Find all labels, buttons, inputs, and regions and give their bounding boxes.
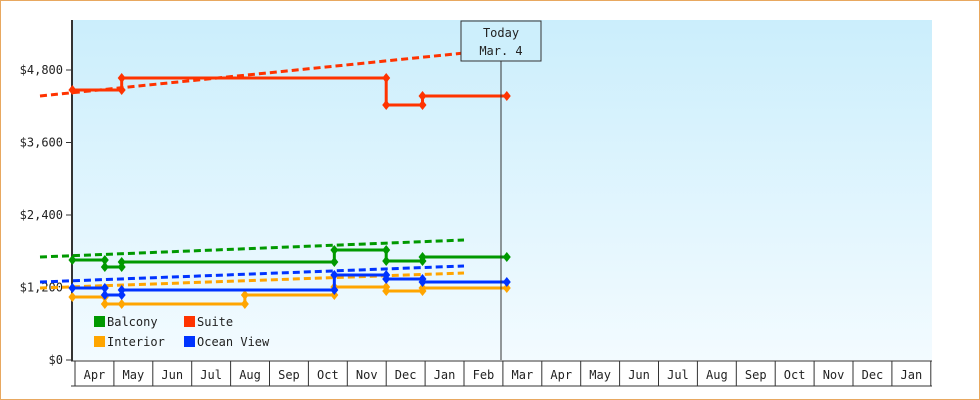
today-label: Today [483, 26, 519, 40]
data-point[interactable] [100, 298, 109, 309]
data-point[interactable] [382, 244, 391, 255]
data-point[interactable] [382, 255, 391, 266]
x-tick-label: Jan [901, 368, 923, 382]
x-tick-label: Feb [473, 368, 495, 382]
legend: Balcony Suite Interior Ocean View [94, 315, 270, 349]
today-marker: Today Mar. 4 [460, 20, 542, 360]
x-tick-label: Mar [512, 368, 534, 382]
legend-label: Interior [107, 335, 165, 349]
data-point[interactable] [502, 90, 511, 101]
x-tick-label: Dec [862, 368, 884, 382]
legend-label: Balcony [107, 315, 158, 329]
data-point[interactable] [382, 72, 391, 83]
y-tick-label: $4,800 [20, 63, 63, 77]
x-tick-label: Sep [278, 368, 300, 382]
data-point[interactable] [330, 244, 339, 255]
data-point[interactable] [502, 251, 511, 262]
legend-swatch [94, 336, 105, 347]
series-layer [39, 51, 511, 309]
x-tick-label: Apr [84, 368, 106, 382]
y-tick-label: $3,600 [20, 136, 63, 150]
legend-swatch [94, 316, 105, 327]
x-tick-label: May [589, 368, 611, 382]
legend-label: Suite [197, 315, 233, 329]
data-point[interactable] [418, 99, 427, 110]
data-point[interactable] [68, 282, 77, 293]
x-tick-label: Nov [356, 368, 378, 382]
data-point[interactable] [117, 284, 126, 295]
x-tick-label: Oct [317, 368, 339, 382]
data-point[interactable] [68, 291, 77, 302]
data-point[interactable] [100, 255, 109, 266]
data-point[interactable] [240, 298, 249, 309]
series-suite [39, 51, 511, 110]
data-point[interactable] [100, 282, 109, 293]
y-tick-label: $2,400 [20, 208, 63, 222]
data-point[interactable] [330, 284, 339, 295]
data-point[interactable] [100, 261, 109, 272]
data-point[interactable] [68, 84, 77, 95]
y-axis: $0$1,200$2,400$3,600$4,800 [20, 20, 73, 367]
data-point[interactable] [382, 99, 391, 110]
x-axis: Apr May Jun Jul Aug Sep Oct Nov Dec Jan Feb Mar Apr M… [71, 360, 932, 387]
data-point[interactable] [502, 277, 511, 288]
x-tick-label: Jul [667, 368, 689, 382]
x-tick-label: Apr [550, 368, 572, 382]
today-date: Mar. 4 [479, 44, 522, 58]
legend-swatch [184, 336, 195, 347]
forecast-line [39, 271, 465, 290]
data-point[interactable] [382, 286, 391, 297]
x-tick-label: Jun [161, 368, 183, 382]
x-tick-label: Aug [239, 368, 261, 382]
data-point[interactable] [117, 298, 126, 309]
series-ocean-view [39, 264, 511, 300]
x-tick-label: Oct [784, 368, 806, 382]
x-tick-label: May [123, 368, 145, 382]
x-tick-label: Nov [823, 368, 845, 382]
plot-area [72, 20, 932, 360]
x-tick-label: Jun [628, 368, 650, 382]
data-point[interactable] [418, 277, 427, 288]
data-point[interactable] [117, 289, 126, 300]
data-point[interactable] [418, 251, 427, 262]
today-box [460, 20, 542, 62]
x-tick-label: Dec [395, 368, 417, 382]
series-interior [39, 271, 511, 309]
forecast-line [39, 238, 465, 259]
data-point[interactable] [418, 282, 427, 293]
series-balcony [39, 238, 511, 272]
data-point[interactable] [100, 289, 109, 300]
x-tick-label: Sep [745, 368, 767, 382]
data-point[interactable] [117, 257, 126, 268]
x-tick-label: Jan [434, 368, 456, 382]
x-tick-label: Aug [706, 368, 728, 382]
forecast-line [39, 264, 465, 284]
data-point[interactable] [68, 255, 77, 266]
data-point[interactable] [240, 289, 249, 300]
data-point[interactable] [382, 273, 391, 284]
legend-swatch [184, 316, 195, 327]
data-point[interactable] [502, 282, 511, 293]
data-point[interactable] [117, 72, 126, 83]
legend-label: Ocean View [197, 335, 270, 349]
data-point[interactable] [330, 269, 339, 280]
data-point[interactable] [418, 90, 427, 101]
data-point[interactable] [117, 84, 126, 95]
data-point[interactable] [330, 257, 339, 268]
forecast-line [39, 51, 465, 98]
y-tick-label: $0 [49, 353, 63, 367]
data-point[interactable] [330, 289, 339, 300]
x-tick-label: Jul [200, 368, 222, 382]
